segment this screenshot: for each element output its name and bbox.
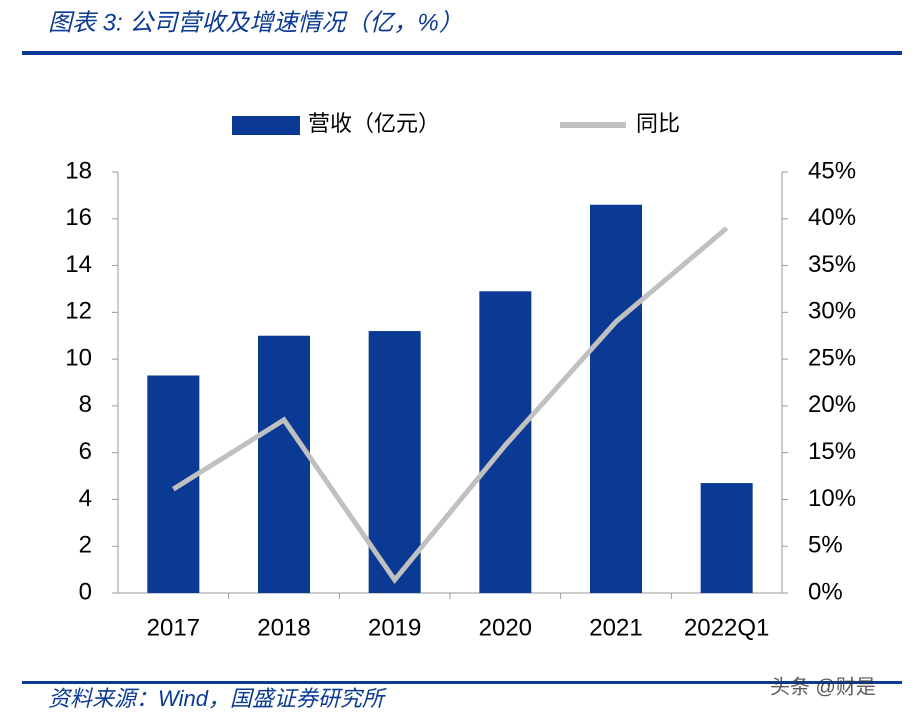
y-tick-label: 10: [65, 344, 92, 371]
watermark: 头条 @财是: [770, 675, 876, 698]
y-tick-label: 0: [79, 578, 92, 605]
y-tick-label: 18: [65, 157, 92, 184]
y2-tick-label: 25%: [808, 344, 856, 371]
y2-tick-label: 0%: [808, 578, 843, 605]
y-tick-label: 6: [79, 438, 92, 465]
legend-label: 同比: [636, 111, 680, 136]
legend-swatch: [232, 116, 300, 135]
y2-tick-label: 5%: [808, 532, 843, 559]
source: 资料来源：Wind，国盛证券研究所: [48, 686, 387, 711]
bar: [700, 483, 753, 593]
y-tick-label: 4: [79, 485, 92, 512]
bar: [147, 375, 200, 593]
y2-tick-label: 40%: [808, 204, 856, 231]
y2-tick-label: 30%: [808, 298, 856, 325]
bar: [258, 335, 310, 593]
title-rule: [22, 51, 902, 55]
chart-title: 图表 3: 公司营收及增速情况（亿，%）: [48, 9, 463, 36]
y2-tick-label: 45%: [808, 157, 856, 184]
y2-tick-label: 20%: [808, 391, 856, 418]
y2-tick-label: 10%: [808, 485, 856, 512]
line: [172, 226, 729, 585]
bar: [368, 331, 421, 593]
x-tick-label: 2018: [257, 614, 310, 641]
y-tick-label: 2: [79, 532, 92, 559]
y2-tick-label: 15%: [808, 438, 856, 465]
y-tick-label: 16: [65, 204, 92, 231]
x-tick-label: 2022Q1: [684, 614, 769, 641]
y-tick-label: 8: [79, 391, 92, 418]
x-tick-label: 2020: [479, 614, 532, 641]
source-rule: [22, 681, 902, 684]
y-tick-label: 12: [65, 298, 92, 325]
bar: [590, 204, 642, 593]
legend-label: 营收（亿元）: [308, 111, 440, 136]
y2-tick-label: 35%: [808, 251, 856, 278]
y-tick-label: 14: [65, 251, 92, 278]
x-tick-label: 2017: [147, 614, 200, 641]
x-tick-label: 2021: [589, 614, 642, 641]
x-tick-label: 2019: [368, 614, 421, 641]
